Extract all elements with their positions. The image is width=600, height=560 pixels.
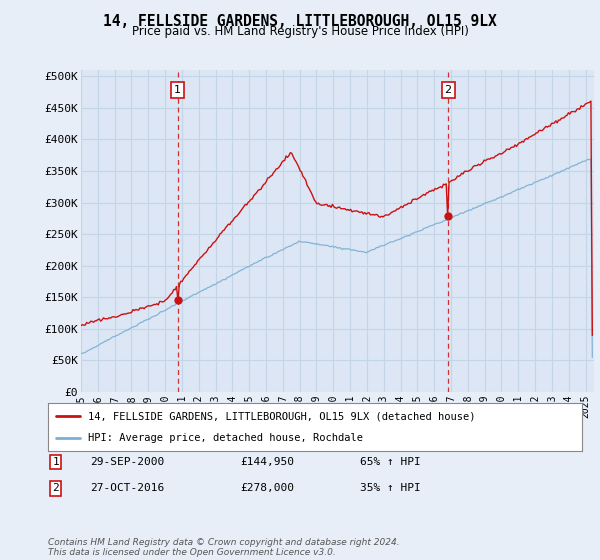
Text: £278,000: £278,000 xyxy=(240,483,294,493)
Text: 1: 1 xyxy=(174,85,181,95)
Text: 65% ↑ HPI: 65% ↑ HPI xyxy=(360,457,421,467)
Text: Contains HM Land Registry data © Crown copyright and database right 2024.
This d: Contains HM Land Registry data © Crown c… xyxy=(48,538,400,557)
Text: 2: 2 xyxy=(445,85,452,95)
Text: 29-SEP-2000: 29-SEP-2000 xyxy=(90,457,164,467)
Text: Price paid vs. HM Land Registry's House Price Index (HPI): Price paid vs. HM Land Registry's House … xyxy=(131,25,469,38)
Text: 35% ↑ HPI: 35% ↑ HPI xyxy=(360,483,421,493)
Text: 14, FELLSIDE GARDENS, LITTLEBOROUGH, OL15 9LX (detached house): 14, FELLSIDE GARDENS, LITTLEBOROUGH, OL1… xyxy=(88,411,476,421)
Text: 1: 1 xyxy=(52,457,59,467)
Text: HPI: Average price, detached house, Rochdale: HPI: Average price, detached house, Roch… xyxy=(88,433,363,443)
Text: £144,950: £144,950 xyxy=(240,457,294,467)
Text: 2: 2 xyxy=(52,483,59,493)
Text: 27-OCT-2016: 27-OCT-2016 xyxy=(90,483,164,493)
Text: 14, FELLSIDE GARDENS, LITTLEBOROUGH, OL15 9LX: 14, FELLSIDE GARDENS, LITTLEBOROUGH, OL1… xyxy=(103,14,497,29)
